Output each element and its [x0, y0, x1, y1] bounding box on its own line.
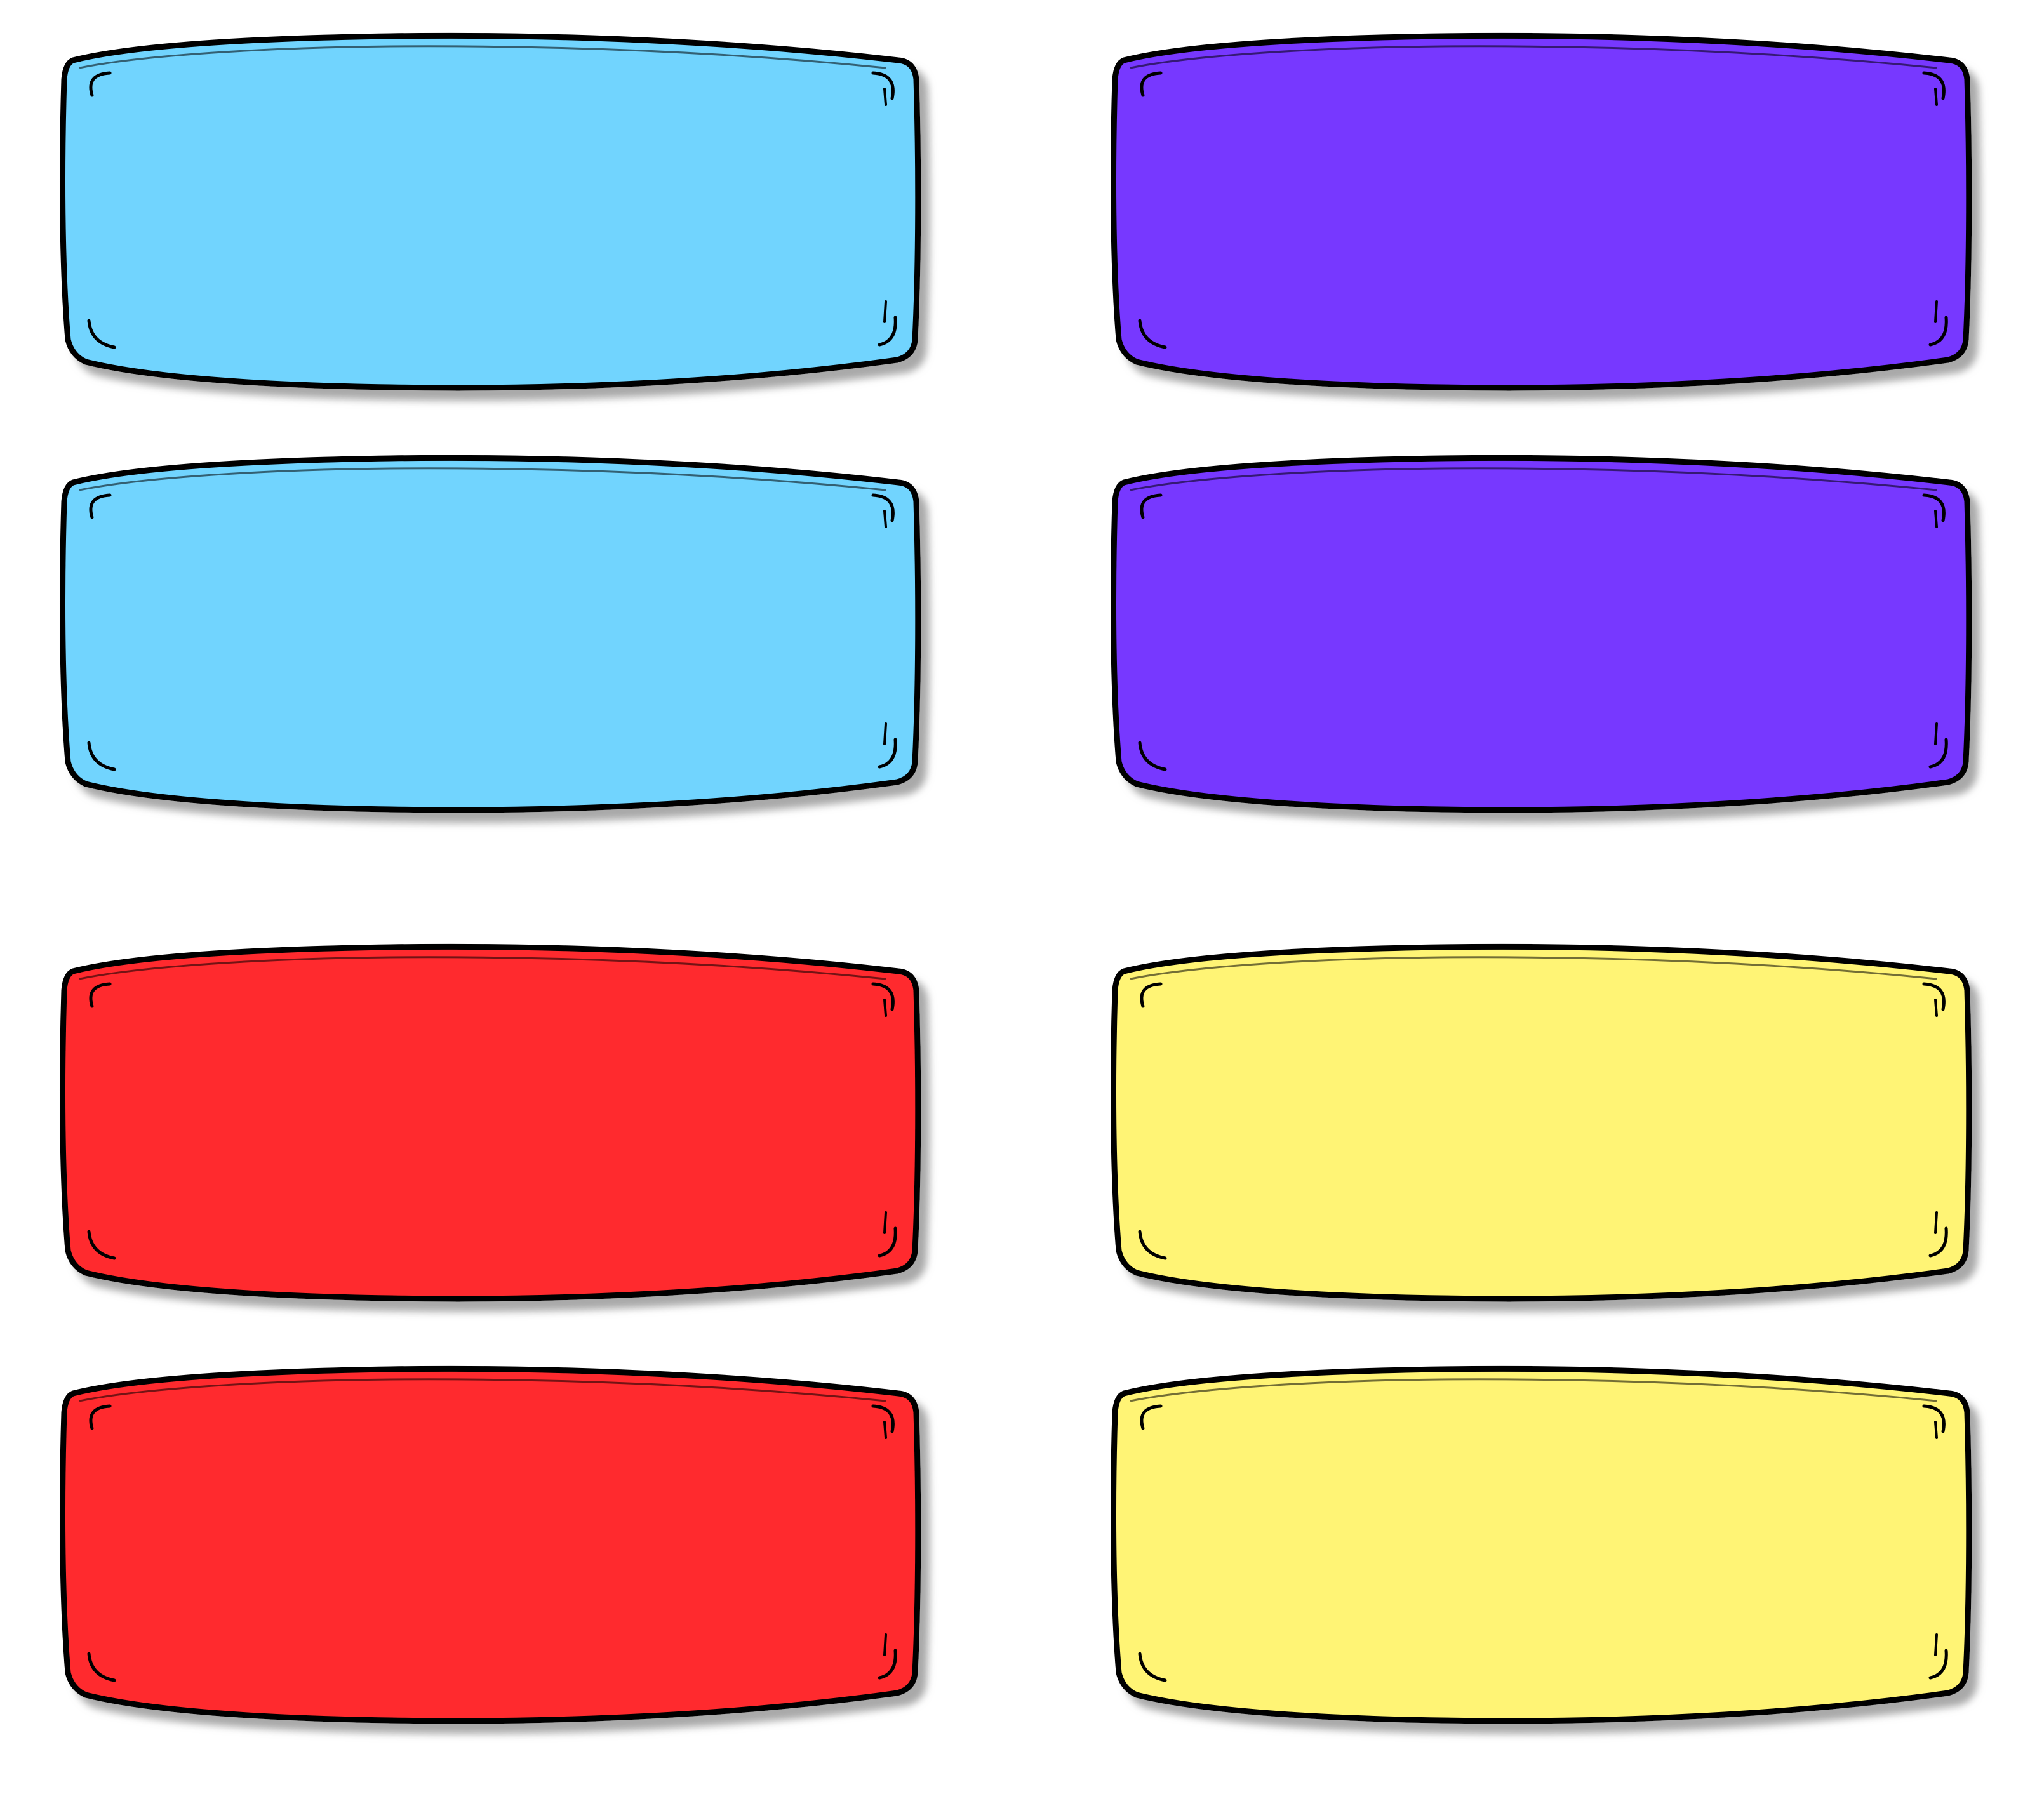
yellow-label-1-tick-1 [1934, 1211, 1938, 1234]
blue-label-2-body [60, 455, 921, 813]
yellow-label-1-corner-top-right [1922, 982, 1946, 1011]
yellow-label-2-sketch-line [1130, 1378, 1937, 1402]
blue-label-2-corner-bottom-left [87, 741, 116, 771]
purple-label-1-body [1111, 32, 1972, 391]
purple-label-2-sketch-line [1130, 467, 1937, 491]
purple-label-1-corner-bottom-left [1138, 319, 1167, 349]
blue-label-1-corner-top-right [871, 71, 895, 100]
purple-label-1-tick-1 [1934, 300, 1938, 323]
red-label-1-tick-0 [883, 999, 887, 1017]
blue-label-2 [60, 455, 921, 813]
red-label-1-sketch-line [79, 956, 886, 980]
yellow-label-1-tick-0 [1934, 999, 1938, 1017]
purple-label-2-body [1111, 455, 1972, 813]
blue-label-1-corner-top-left [89, 71, 112, 97]
yellow-label-1 [1111, 943, 1972, 1302]
red-label-1 [60, 943, 921, 1302]
red-label-2-corner-bottom-right [878, 1649, 897, 1680]
blue-label-1-sketch-line [79, 45, 886, 69]
red-label-2-body [60, 1365, 921, 1724]
yellow-label-1-corner-bottom-right [1928, 1226, 1948, 1258]
red-label-2-sketch-line [79, 1378, 886, 1402]
blue-label-2-corner-top-left [89, 493, 112, 519]
purple-label-2-corner-top-right [1922, 493, 1946, 522]
red-label-1-body [60, 943, 921, 1302]
red-label-2-corner-bottom-left [87, 1652, 116, 1682]
red-label-1-corner-bottom-left [87, 1230, 116, 1260]
blue-label-2-tick-1 [883, 722, 887, 745]
purple-label-2-corner-bottom-right [1928, 738, 1948, 769]
purple-label-2-corner-bottom-left [1138, 741, 1167, 771]
purple-label-2-tick-1 [1934, 722, 1938, 745]
blue-label-1-tick-1 [883, 300, 887, 323]
blue-label-1 [60, 32, 921, 391]
yellow-label-2-body [1111, 1365, 1972, 1724]
yellow-label-2-tick-1 [1934, 1633, 1938, 1656]
red-label-1-corner-bottom-right [878, 1226, 897, 1258]
red-label-2-corner-top-left [89, 1404, 112, 1430]
blue-label-2-tick-0 [883, 510, 887, 528]
purple-label-1-sketch-line [1130, 45, 1937, 69]
purple-label-2-tick-0 [1934, 510, 1938, 528]
red-label-1-corner-top-left [89, 982, 112, 1008]
red-label-1-corner-top-right [871, 982, 895, 1011]
yellow-label-1-corner-top-left [1140, 982, 1163, 1008]
yellow-label-2-tick-0 [1934, 1421, 1938, 1439]
red-label-2-tick-1 [883, 1633, 887, 1656]
purple-label-1 [1111, 32, 1972, 391]
yellow-label-2-corner-bottom-right [1928, 1649, 1948, 1680]
yellow-label-2-corner-top-left [1140, 1404, 1163, 1430]
blue-label-1-body [60, 32, 921, 391]
yellow-label-1-corner-bottom-left [1138, 1230, 1167, 1260]
purple-label-2 [1111, 455, 1972, 813]
purple-label-1-corner-top-right [1922, 71, 1946, 100]
blue-label-2-corner-bottom-right [878, 738, 897, 769]
yellow-label-2 [1111, 1365, 1972, 1724]
purple-label-1-corner-top-left [1140, 71, 1163, 97]
blue-label-1-corner-bottom-right [878, 316, 897, 347]
purple-label-1-tick-0 [1934, 88, 1938, 106]
red-label-1-tick-1 [883, 1211, 887, 1234]
purple-label-2-corner-top-left [1140, 493, 1163, 519]
blue-label-2-sketch-line [79, 467, 886, 491]
blue-label-1-tick-0 [883, 88, 887, 106]
yellow-label-1-body [1111, 943, 1972, 1302]
red-label-2-tick-0 [883, 1421, 887, 1439]
yellow-label-2-corner-top-right [1922, 1404, 1946, 1433]
yellow-label-1-sketch-line [1130, 956, 1937, 980]
yellow-label-2-corner-bottom-left [1138, 1652, 1167, 1682]
purple-label-1-corner-bottom-right [1928, 316, 1948, 347]
blue-label-2-corner-top-right [871, 493, 895, 522]
blue-label-1-corner-bottom-left [87, 319, 116, 349]
red-label-2-corner-top-right [871, 1404, 895, 1433]
red-label-2 [60, 1365, 921, 1724]
